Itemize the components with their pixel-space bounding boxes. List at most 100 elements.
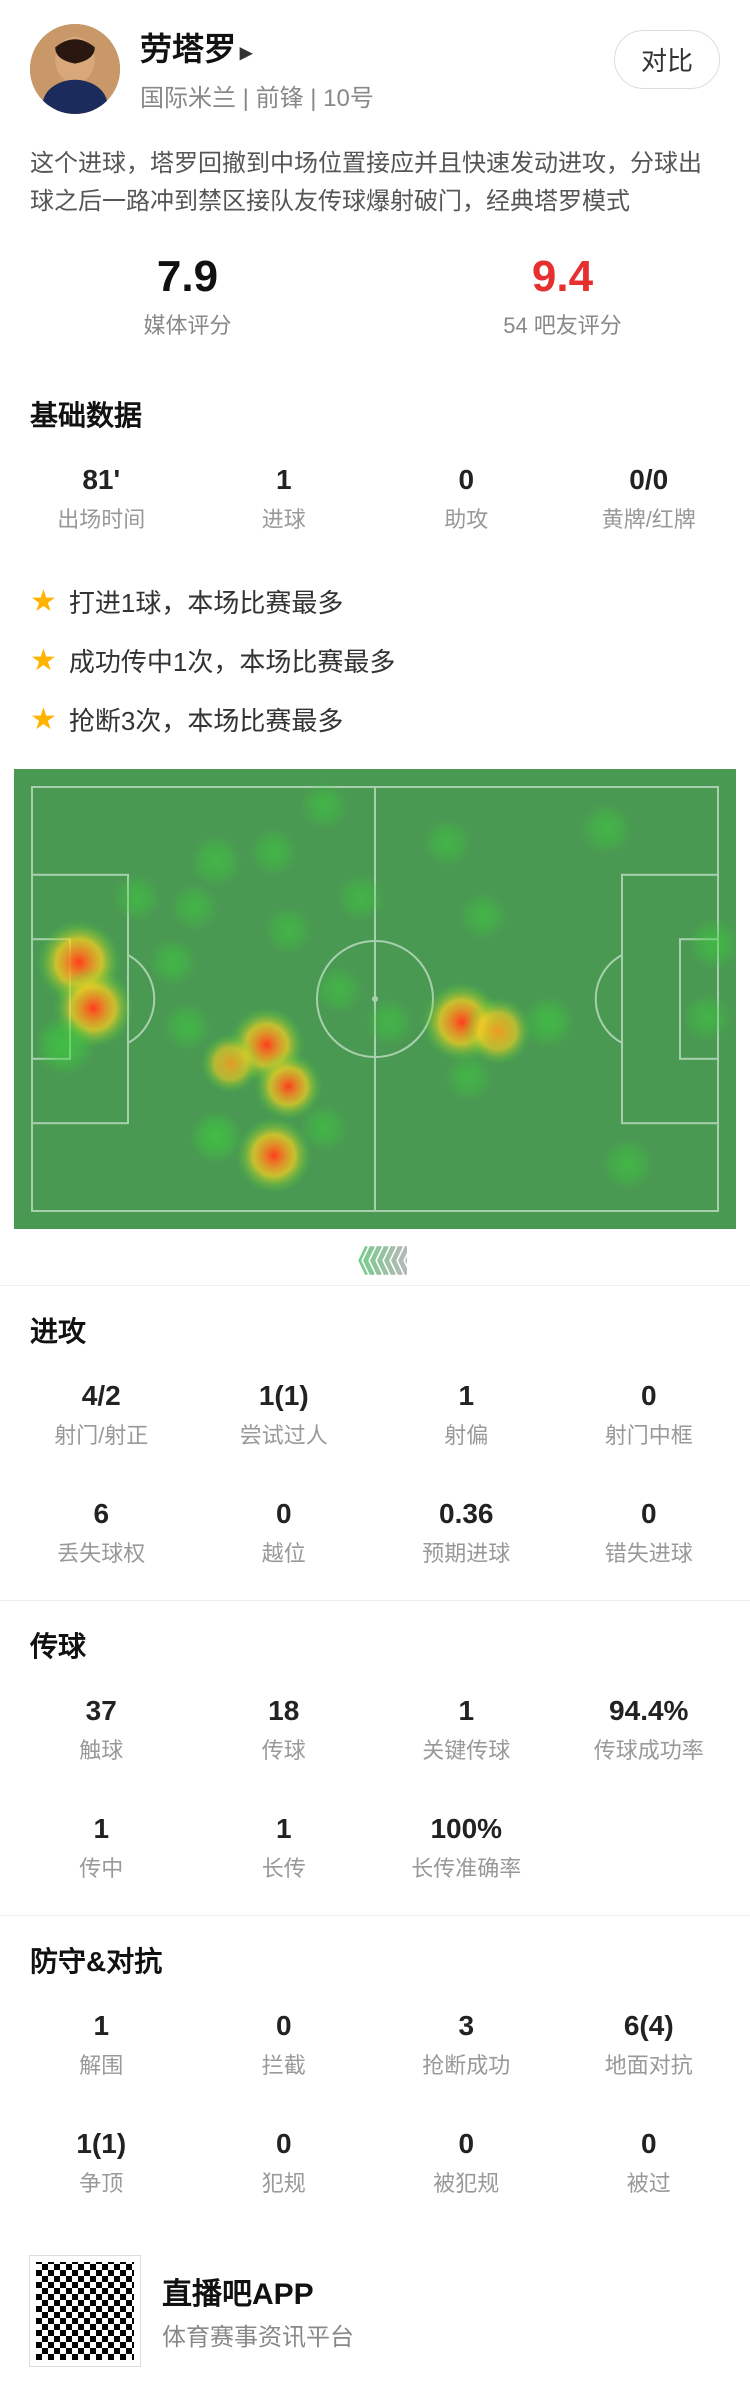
stat-label: 被过 bbox=[558, 2166, 741, 2198]
stat-label: 长传准确率 bbox=[375, 1851, 558, 1883]
stat-row: 4/2 射门/射正 1(1) 尝试过人 1 射偏 0 射门中框 bbox=[0, 1364, 750, 1482]
stat-value: 18 bbox=[193, 1695, 376, 1727]
rating-label: 54 吧友评分 bbox=[375, 308, 750, 340]
basic-stats-grid: 81' 出场时间 1 进球 0 助攻 0/0 黄牌/红牌 bbox=[0, 448, 750, 566]
stat-label: 出场时间 bbox=[10, 502, 193, 534]
stat-item: 6 丢失球权 bbox=[10, 1486, 193, 1580]
stat-item: 37 触球 bbox=[10, 1683, 193, 1777]
stat-label: 争顶 bbox=[10, 2166, 193, 2198]
highlight-item: ★抢断3次，本场比赛最多 bbox=[30, 690, 720, 749]
direction-indicator: 《《《《《《《 bbox=[0, 1229, 750, 1285]
stat-value: 4/2 bbox=[10, 1380, 193, 1412]
stat-item: 0 犯规 bbox=[193, 2116, 376, 2210]
stat-value: 6(4) bbox=[558, 2010, 741, 2042]
highlights-list: ★打进1球，本场比赛最多★成功传中1次，本场比赛最多★抢断3次，本场比赛最多 bbox=[0, 566, 750, 763]
stat-label: 助攻 bbox=[375, 502, 558, 534]
stat-item: 0 越位 bbox=[193, 1486, 376, 1580]
stat-item: 1(1) 争顶 bbox=[10, 2116, 193, 2210]
stat-label: 错失进球 bbox=[558, 1536, 741, 1568]
stat-item: 1(1) 尝试过人 bbox=[193, 1368, 376, 1462]
stat-row: 6 丢失球权 0 越位 0.36 预期进球 0 错失进球 bbox=[0, 1482, 750, 1600]
stat-item: 0 错失进球 bbox=[558, 1486, 741, 1580]
stat-value: 0 bbox=[558, 1498, 741, 1530]
stat-label: 越位 bbox=[193, 1536, 376, 1568]
rating-label: 媒体评分 bbox=[0, 308, 375, 340]
stat-label: 射门/射正 bbox=[10, 1418, 193, 1450]
section-title-basic: 基础数据 bbox=[0, 370, 750, 448]
stat-item: 94.4% 传球成功率 bbox=[558, 1683, 741, 1777]
stat-label: 射门中框 bbox=[558, 1418, 741, 1450]
stat-item: 0 拦截 bbox=[193, 1998, 376, 2092]
stat-value: 1 bbox=[10, 1813, 193, 1845]
stat-item: 0 被犯规 bbox=[375, 2116, 558, 2210]
stat-item: 100% 长传准确率 bbox=[375, 1801, 558, 1895]
section-title: 进攻 bbox=[0, 1286, 750, 1364]
stat-item: 1 关键传球 bbox=[375, 1683, 558, 1777]
stat-item: 0 射门中框 bbox=[558, 1368, 741, 1462]
stat-label: 犯规 bbox=[193, 2166, 376, 2198]
section-title: 传球 bbox=[0, 1601, 750, 1679]
stat-label: 尝试过人 bbox=[193, 1418, 376, 1450]
stat-value: 1 bbox=[193, 464, 376, 496]
stat-item: 0 被过 bbox=[558, 2116, 741, 2210]
app-footer: 直播吧APP 体育赛事资讯平台 bbox=[0, 2230, 750, 2400]
stat-label: 射偏 bbox=[375, 1418, 558, 1450]
stat-value: 1 bbox=[10, 2010, 193, 2042]
compare-button[interactable]: 对比 bbox=[614, 30, 720, 89]
stat-value: 0/0 bbox=[558, 464, 741, 496]
highlight-item: ★成功传中1次，本场比赛最多 bbox=[30, 631, 720, 690]
player-avatar[interactable] bbox=[30, 24, 120, 114]
stat-label: 传球 bbox=[193, 1733, 376, 1765]
star-icon: ★ bbox=[30, 643, 57, 678]
stat-value: 1(1) bbox=[193, 1380, 376, 1412]
section-title: 防守&对抗 bbox=[0, 1916, 750, 1994]
match-description: 这个进球，塔罗回撤到中场位置接应并且快速发动进攻，分球出球之后一路冲到禁区接队友… bbox=[0, 129, 750, 242]
app-name: 直播吧APP bbox=[162, 2269, 354, 2313]
highlight-item: ★打进1球，本场比赛最多 bbox=[30, 572, 720, 631]
stat-value: 1 bbox=[375, 1380, 558, 1412]
stat-value: 0 bbox=[193, 1498, 376, 1530]
stat-item: 6(4) 地面对抗 bbox=[558, 1998, 741, 2092]
stat-label: 黄牌/红牌 bbox=[558, 502, 741, 534]
stat-value: 1 bbox=[375, 1695, 558, 1727]
stat-label: 触球 bbox=[10, 1733, 193, 1765]
stat-row: 1 解围 0 拦截 3 抢断成功 6(4) 地面对抗 bbox=[0, 1994, 750, 2112]
stat-item: 1 传中 bbox=[10, 1801, 193, 1895]
chevron-right-icon: ▸ bbox=[240, 39, 252, 66]
rating-value: 7.9 bbox=[0, 252, 375, 302]
stat-value: 0 bbox=[375, 2128, 558, 2160]
rating-item[interactable]: 7.9 媒体评分 bbox=[0, 252, 375, 340]
stat-label: 长传 bbox=[193, 1851, 376, 1883]
stat-value: 100% bbox=[375, 1813, 558, 1845]
stat-label: 预期进球 bbox=[375, 1536, 558, 1568]
stat-value: 1(1) bbox=[10, 2128, 193, 2160]
star-icon: ★ bbox=[30, 584, 57, 619]
stat-value: 0.36 bbox=[375, 1498, 558, 1530]
stat-value: 6 bbox=[10, 1498, 193, 1530]
heatmap[interactable] bbox=[14, 769, 736, 1229]
stat-item: 1 进球 bbox=[193, 452, 376, 546]
stat-item: 1 解围 bbox=[10, 1998, 193, 2092]
stat-label: 传球成功率 bbox=[558, 1733, 741, 1765]
stat-item: 81' 出场时间 bbox=[10, 452, 193, 546]
stat-label: 拦截 bbox=[193, 2048, 376, 2080]
player-header: 劳塔罗▸ 国际米兰 | 前锋 | 10号 对比 bbox=[0, 0, 750, 129]
stat-value: 94.4% bbox=[558, 1695, 741, 1727]
stat-label: 传中 bbox=[10, 1851, 193, 1883]
stat-value: 0 bbox=[558, 1380, 741, 1412]
stat-label: 地面对抗 bbox=[558, 2048, 741, 2080]
qr-code[interactable] bbox=[30, 2256, 140, 2366]
stat-value: 0 bbox=[375, 464, 558, 496]
stat-item: 1 射偏 bbox=[375, 1368, 558, 1462]
rating-item[interactable]: 9.4 54 吧友评分 bbox=[375, 252, 750, 340]
stat-item: 4/2 射门/射正 bbox=[10, 1368, 193, 1462]
stat-value: 37 bbox=[10, 1695, 193, 1727]
stat-value: 0 bbox=[558, 2128, 741, 2160]
stat-item: 3 抢断成功 bbox=[375, 1998, 558, 2092]
star-icon: ★ bbox=[30, 702, 57, 737]
stat-value: 3 bbox=[375, 2010, 558, 2042]
stat-value: 0 bbox=[193, 2010, 376, 2042]
stat-item bbox=[558, 1801, 741, 1895]
player-subtitle: 国际米兰 | 前锋 | 10号 bbox=[30, 78, 720, 113]
stat-item: 1 长传 bbox=[193, 1801, 376, 1895]
